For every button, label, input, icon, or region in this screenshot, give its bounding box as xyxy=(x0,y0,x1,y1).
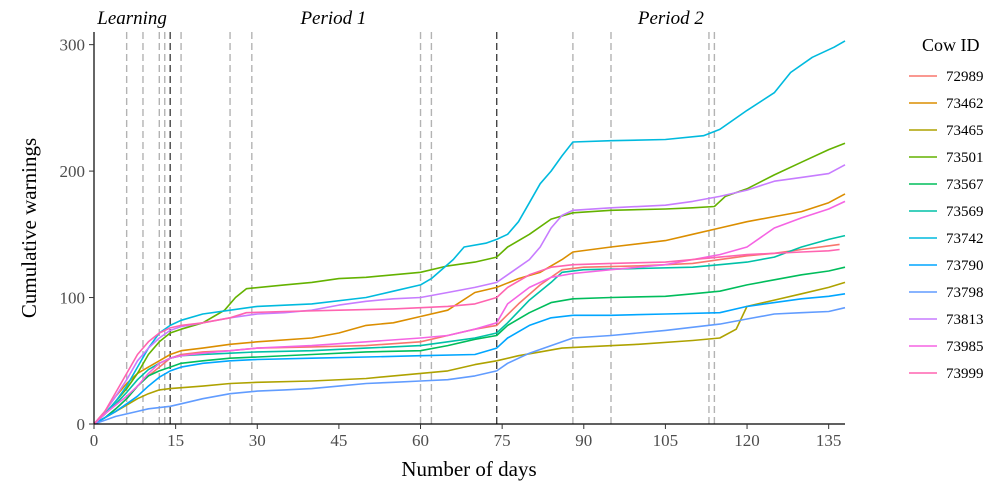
series-line-73465 xyxy=(93,281,846,425)
x-tick-label: 60 xyxy=(412,431,429,450)
legend-items: 72989 73462 73465 73501 73567 73569 73742 73790… xyxy=(909,69,984,382)
legend-label-73501: 73501 xyxy=(946,150,984,166)
y-tick-label: 200 xyxy=(60,162,86,181)
series-lines xyxy=(93,40,846,425)
x-tick-label: 15 xyxy=(167,431,184,450)
legend-label-73569: 73569 xyxy=(946,204,984,220)
x-tick-label: 120 xyxy=(734,431,760,450)
legend-label-73999: 73999 xyxy=(946,366,984,382)
legend-label-73985: 73985 xyxy=(946,339,984,355)
legend-label-73790: 73790 xyxy=(946,258,984,274)
period-boundary-lines xyxy=(169,32,498,424)
legend-title: Cow ID xyxy=(922,35,980,55)
x-tick-label: 30 xyxy=(249,431,266,450)
series-line-73798 xyxy=(93,306,846,425)
series-line-73985 xyxy=(93,200,846,425)
x-tick-label: 75 xyxy=(494,431,511,450)
y-tick-label: 0 xyxy=(77,415,86,434)
legend-label-73462: 73462 xyxy=(946,96,984,112)
period-labels: Learning Period 1 Period 2 xyxy=(96,8,704,29)
period-label: Learning xyxy=(96,8,167,29)
legend: Cow ID 72989 73462 73465 73501 73567 73569 737… xyxy=(909,35,984,382)
x-tick-label: 0 xyxy=(90,431,99,450)
legend-label-73567: 73567 xyxy=(946,177,984,193)
x-axis-title: Number of days xyxy=(401,457,536,481)
y-axis-title: Cumulative warnings xyxy=(17,138,41,318)
x-tick-label: 135 xyxy=(816,431,842,450)
event-lines xyxy=(125,32,716,424)
legend-label-73798: 73798 xyxy=(946,285,984,301)
series-line-73501 xyxy=(93,142,846,425)
x-tick-label: 45 xyxy=(330,431,347,450)
x-tick-label: 90 xyxy=(575,431,592,450)
legend-label-73813: 73813 xyxy=(946,312,984,328)
period-label: Period 1 xyxy=(299,8,366,29)
legend-label-72989: 72989 xyxy=(946,69,984,85)
y-tick-label: 100 xyxy=(60,289,86,308)
period-label: Period 2 xyxy=(637,8,704,29)
axes xyxy=(93,32,845,425)
x-ticks: 0 15 30 45 60 75 90 105 120 135 xyxy=(90,424,842,450)
y-tick-label: 300 xyxy=(60,36,86,55)
x-tick-label: 105 xyxy=(653,431,679,450)
legend-label-73742: 73742 xyxy=(946,231,984,247)
series-line-73790 xyxy=(93,293,846,425)
series-line-73813 xyxy=(93,164,846,425)
series-line-73567 xyxy=(93,266,846,425)
legend-label-73465: 73465 xyxy=(946,123,984,139)
series-line-73569 xyxy=(93,234,846,425)
y-ticks: 0 100 200 300 xyxy=(60,36,94,434)
series-line-73462 xyxy=(93,193,846,425)
series-line-73999 xyxy=(93,248,840,425)
